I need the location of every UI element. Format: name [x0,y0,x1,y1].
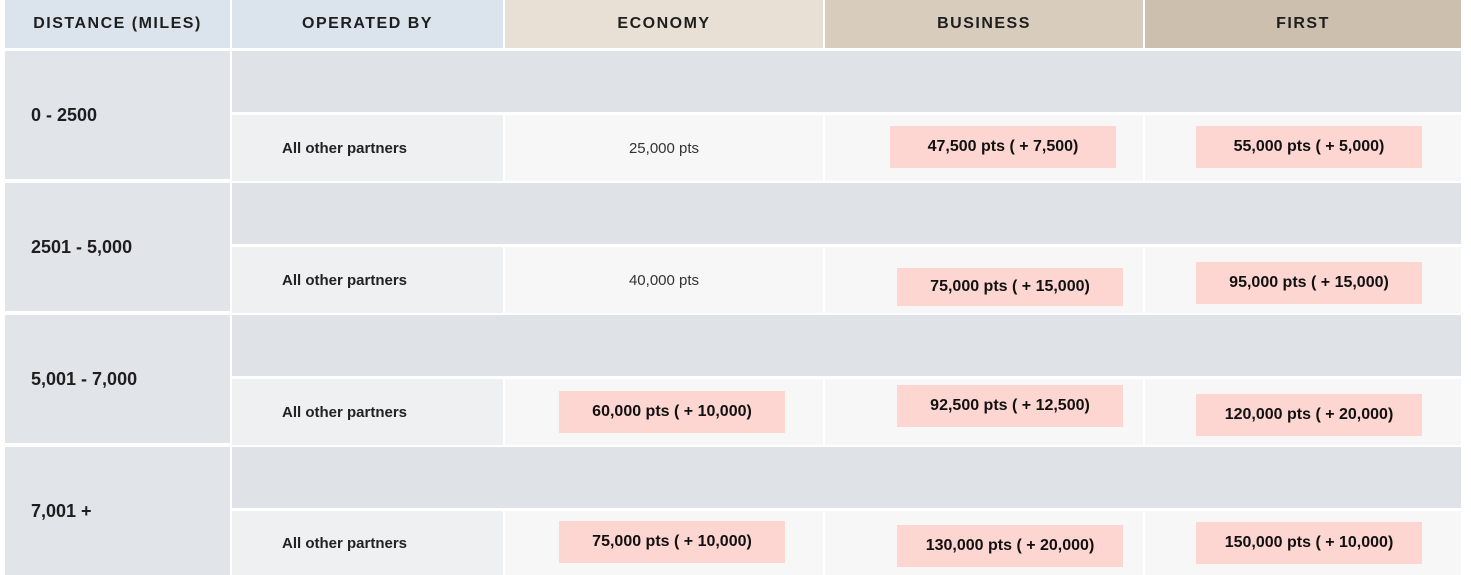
table-row-band [232,183,1461,244]
header-operated-by: OPERATED BY [232,0,503,48]
header-distance: DISTANCE (MILES) [5,0,230,48]
operated-by-cell: All other partners [232,379,503,445]
operated-by-cell: All other partners [232,115,503,181]
distance-cell: 0 - 2500 [5,51,230,179]
economy-cell: 40,000 pts [505,247,823,313]
operated-by-cell: All other partners [232,511,503,575]
business-price-highlight: 130,000 pts ( + 20,000) [897,525,1123,567]
header-first: FIRST [1145,0,1461,48]
operated-by-cell: All other partners [232,247,503,313]
distance-cell: 5,001 - 7,000 [5,315,230,443]
distance-cell: 7,001 + [5,447,230,575]
header-economy: ECONOMY [505,0,823,48]
economy-price-highlight: 75,000 pts ( + 10,000) [559,521,785,563]
distance-cell: 2501 - 5,000 [5,183,230,311]
table-row-band [232,315,1461,376]
business-price-highlight: 75,000 pts ( + 15,000) [897,268,1123,306]
first-price-highlight: 150,000 pts ( + 10,000) [1196,522,1422,564]
table-row-band [232,447,1461,508]
first-price-highlight: 95,000 pts ( + 15,000) [1196,262,1422,304]
business-price-highlight: 47,500 pts ( + 7,500) [890,126,1116,168]
economy-cell: 25,000 pts [505,115,823,181]
first-price-highlight: 120,000 pts ( + 20,000) [1196,394,1422,436]
header-business: BUSINESS [825,0,1143,48]
table-row-band [232,51,1461,112]
economy-price-highlight: 60,000 pts ( + 10,000) [559,391,785,433]
first-price-highlight: 55,000 pts ( + 5,000) [1196,126,1422,168]
business-price-highlight: 92,500 pts ( + 12,500) [897,385,1123,427]
